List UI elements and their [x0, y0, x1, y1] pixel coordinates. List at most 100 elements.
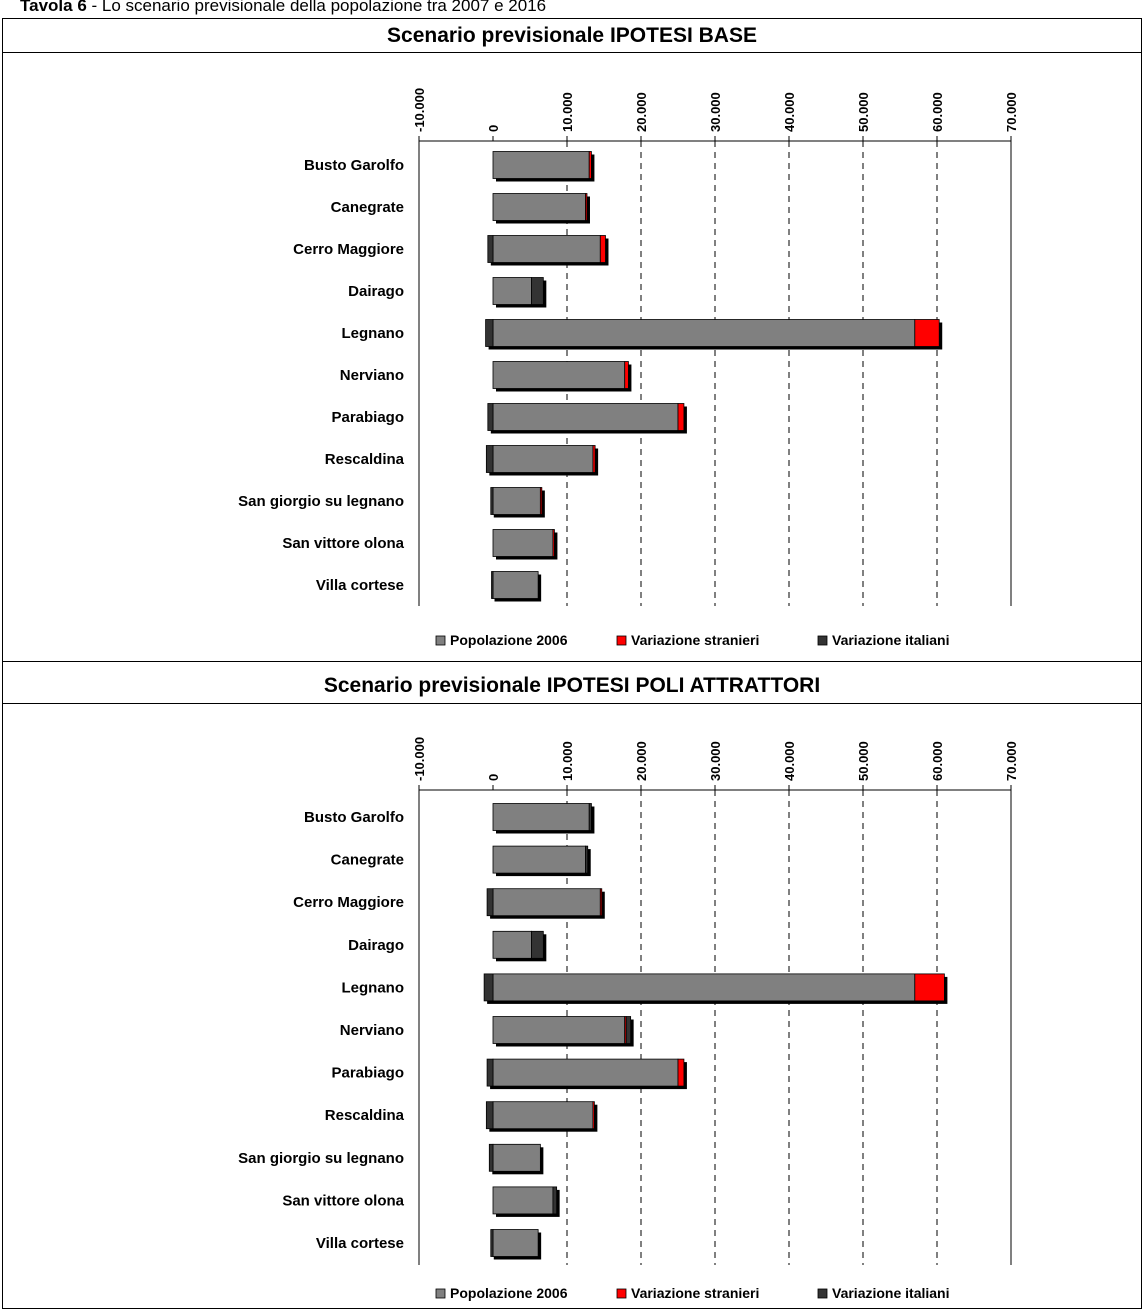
bar-popolazione [492, 277, 532, 305]
category-label: Dairago [348, 283, 404, 300]
category-label: Villa cortese [316, 577, 404, 594]
bar-stranieri [592, 445, 596, 473]
category-label: Busto Garolfo [304, 809, 404, 826]
bar-stranieri [677, 1058, 685, 1087]
x-tick-label: 40.000 [782, 741, 797, 781]
table-caption: Tavola 6 - Lo scenario previsionale dell… [20, 0, 546, 16]
category-label: San giorgio su legnano [238, 1150, 404, 1167]
legend-swatch [817, 1288, 828, 1299]
x-tick-label: 50.000 [856, 741, 871, 781]
bar-popolazione [492, 487, 541, 515]
bar-italiani [487, 403, 494, 431]
category-label: Parabiago [331, 1065, 404, 1082]
bar-italiani [490, 487, 494, 515]
bar-italiani [491, 571, 494, 599]
legend-label: Variazione stranieri [631, 632, 759, 648]
legend-swatch [817, 635, 828, 646]
x-tick-label: 70.000 [1004, 741, 1019, 781]
category-label: Legnano [342, 325, 405, 342]
bar-italiani [485, 445, 494, 473]
x-tick-label: 60.000 [930, 741, 945, 781]
x-tick-label: 30.000 [708, 92, 723, 132]
bar-popolazione [492, 571, 539, 599]
chart-title-base: Scenario previsionale IPOTESI BASE [387, 24, 757, 47]
bar-popolazione [492, 803, 590, 831]
bar-italiani [485, 319, 494, 347]
chart-base: -10.000 0 10.000 20.000 30.000 40.000 50.000 60… [238, 88, 1019, 648]
x-tick-label: 60.000 [930, 92, 945, 132]
title-divider-poli [2, 703, 1142, 704]
bar-stranieri [588, 151, 592, 179]
bar-italiani [490, 1229, 494, 1257]
bar-stranieri [552, 529, 555, 557]
x-tick-label: 0 [486, 125, 501, 132]
legend-label: Popolazione 2006 [450, 632, 568, 648]
x-tick-label: -10.000 [412, 737, 427, 781]
bar-italiani [531, 930, 544, 959]
bar-italiani [487, 235, 494, 263]
bar-italiani [588, 803, 592, 831]
bar-italiani [625, 1016, 632, 1044]
bar-italiani [531, 277, 544, 305]
category-label: Villa cortese [316, 1235, 404, 1252]
bar-popolazione [492, 973, 916, 1002]
bar-popolazione [492, 1186, 554, 1215]
bar-popolazione [492, 1101, 594, 1130]
category-label: Nerviano [340, 1022, 404, 1039]
legend-label: Popolazione 2006 [450, 1285, 568, 1301]
caption-text: - Lo scenario previsionale della popolaz… [86, 0, 547, 15]
bar-popolazione [492, 235, 601, 263]
bar-italiani [552, 1186, 558, 1215]
category-label: Dairago [348, 937, 404, 954]
bar-stranieri [599, 235, 606, 263]
bar-popolazione [492, 930, 532, 959]
category-label: Rescaldina [325, 1107, 405, 1124]
bar-popolazione [492, 529, 554, 557]
bar-popolazione [492, 888, 601, 917]
title-divider-base [2, 52, 1142, 53]
bar-popolazione [492, 1058, 679, 1087]
x-tick-label: 40.000 [782, 92, 797, 132]
legend-swatch [435, 635, 446, 646]
x-tick-label: 50.000 [856, 92, 871, 132]
bar-italiani [488, 1143, 494, 1172]
legend-swatch [616, 635, 627, 646]
bar-popolazione [492, 151, 590, 179]
category-label: Legnano [342, 979, 405, 996]
category-label: Cerro Maggiore [293, 241, 404, 258]
x-tick-label: 20.000 [634, 92, 649, 132]
bar-italiani [486, 888, 494, 917]
bar-stranieri [914, 319, 940, 347]
legend-label: Variazione stranieri [631, 1285, 759, 1301]
bar-italiani [585, 845, 589, 874]
chart-title-poli: Scenario previsionale IPOTESI POLI ATTRA… [323, 674, 821, 697]
bar-stranieri [677, 403, 685, 431]
legend-swatch [616, 1288, 627, 1299]
bar-popolazione [492, 319, 916, 347]
x-tick-label: 0 [486, 774, 501, 781]
bar-italiani [485, 1101, 494, 1130]
bar-stranieri [539, 487, 543, 515]
figure-frame [2, 18, 1142, 1309]
category-label: Rescaldina [325, 451, 405, 468]
category-label: Busto Garolfo [304, 157, 404, 174]
x-tick-label: 10.000 [560, 92, 575, 132]
bar-popolazione [492, 361, 626, 389]
category-label: San giorgio su legnano [238, 493, 404, 510]
x-tick-label: -10.000 [412, 88, 427, 132]
bar-stranieri [585, 193, 588, 221]
bar-popolazione [492, 445, 594, 473]
category-label: Canegrate [331, 852, 404, 869]
category-label: Parabiago [331, 409, 404, 426]
category-label: San vittore olona [282, 535, 404, 552]
bar-popolazione [492, 1143, 541, 1172]
bar-popolazione [492, 845, 586, 874]
panel-divider [2, 661, 1142, 662]
bar-popolazione [492, 1229, 539, 1257]
bar-stranieri [599, 888, 603, 917]
x-tick-label: 70.000 [1004, 92, 1019, 132]
category-label: Canegrate [331, 199, 404, 216]
bar-italiani [483, 973, 494, 1002]
bar-stranieri [914, 973, 945, 1002]
bar-italiani [486, 1058, 494, 1087]
